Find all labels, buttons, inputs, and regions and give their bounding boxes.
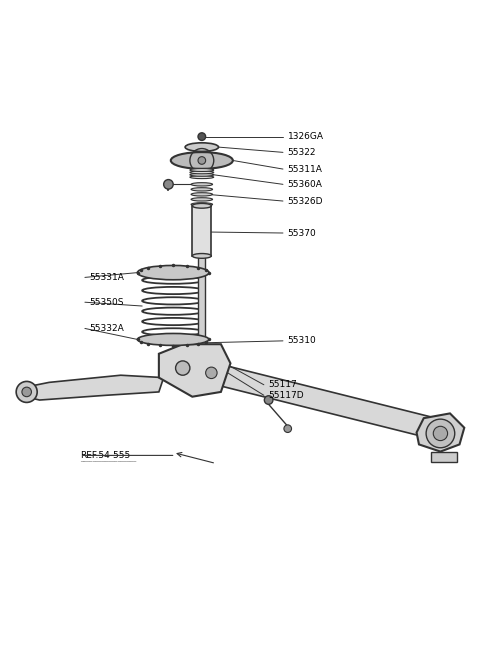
Bar (199, 256, 205, 384)
Text: REF.54-555: REF.54-555 (80, 451, 131, 460)
Text: 55326D: 55326D (288, 196, 323, 206)
Polygon shape (159, 345, 230, 397)
Text: 55310: 55310 (288, 337, 316, 345)
Circle shape (22, 387, 32, 397)
Text: 55117D: 55117D (269, 391, 304, 400)
Circle shape (205, 367, 217, 379)
Ellipse shape (190, 174, 214, 176)
Circle shape (16, 381, 37, 402)
Ellipse shape (191, 183, 213, 186)
Text: __________________: __________________ (80, 457, 136, 462)
Bar (431, 451, 457, 462)
Text: 55370: 55370 (288, 229, 316, 238)
Circle shape (164, 179, 173, 189)
Text: 55311A: 55311A (288, 164, 323, 174)
Ellipse shape (137, 333, 209, 345)
Ellipse shape (191, 193, 213, 196)
Polygon shape (218, 365, 443, 440)
Circle shape (426, 419, 455, 448)
Ellipse shape (190, 171, 214, 174)
Ellipse shape (191, 198, 213, 201)
Text: 1326GA: 1326GA (288, 132, 324, 141)
Circle shape (264, 396, 273, 404)
Polygon shape (25, 375, 164, 400)
Circle shape (284, 425, 291, 432)
Ellipse shape (192, 253, 211, 258)
Ellipse shape (191, 188, 213, 191)
Ellipse shape (191, 202, 213, 206)
Text: 55322: 55322 (288, 148, 316, 157)
Text: 55332A: 55332A (90, 324, 124, 333)
Text: 55331A: 55331A (90, 273, 124, 282)
Circle shape (433, 426, 447, 441)
Text: 55360A: 55360A (288, 180, 323, 189)
Ellipse shape (185, 143, 218, 151)
Polygon shape (417, 413, 464, 451)
Ellipse shape (137, 265, 209, 280)
Circle shape (176, 361, 190, 375)
Text: 55117: 55117 (269, 381, 298, 389)
Ellipse shape (192, 204, 211, 208)
Ellipse shape (190, 176, 214, 179)
Circle shape (198, 133, 205, 140)
Text: 55350S: 55350S (90, 298, 124, 307)
Circle shape (198, 157, 205, 164)
Ellipse shape (171, 152, 233, 169)
Bar (192, 206, 211, 256)
Ellipse shape (190, 168, 214, 172)
